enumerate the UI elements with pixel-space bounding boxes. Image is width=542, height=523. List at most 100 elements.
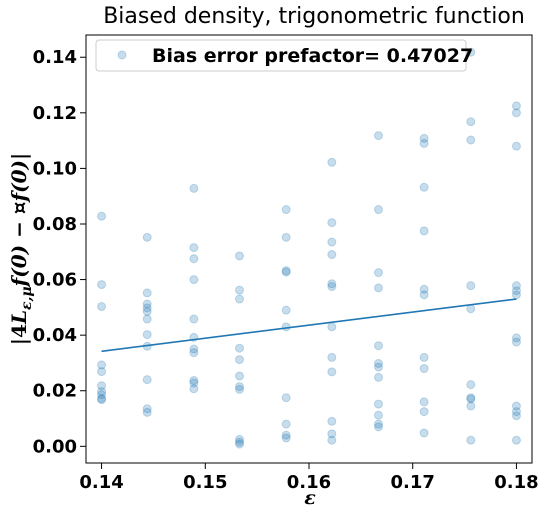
data-point — [327, 352, 337, 362]
data-point — [235, 343, 245, 353]
data-point — [511, 337, 521, 347]
data-point — [511, 401, 521, 411]
data-point — [466, 281, 476, 291]
data-point — [235, 371, 245, 381]
data-point — [511, 290, 521, 300]
data-point — [511, 141, 521, 151]
data-point — [97, 394, 107, 404]
data-point — [373, 372, 383, 382]
data-point — [419, 352, 429, 362]
data-point — [189, 384, 199, 394]
data-point — [281, 232, 291, 242]
plot-area-frame — [85, 34, 533, 464]
legend-box — [95, 39, 467, 72]
y-tick-label: 0.04 — [33, 325, 77, 346]
data-point — [466, 380, 476, 390]
data-point — [373, 283, 383, 293]
x-tick-label: 0.15 — [183, 472, 227, 493]
data-point — [97, 302, 107, 312]
data-point — [327, 367, 337, 377]
data-point — [235, 355, 245, 365]
data-point — [235, 439, 245, 449]
y-tick-label: 0.08 — [33, 214, 77, 235]
data-point — [373, 419, 383, 429]
data-point — [419, 407, 429, 417]
y-tick-label: 0.12 — [33, 103, 77, 124]
data-point — [327, 237, 337, 247]
fit-line-layer — [101, 298, 517, 353]
data-point — [97, 360, 107, 370]
data-point — [235, 382, 245, 392]
data-point — [511, 435, 521, 445]
data-point — [373, 422, 383, 432]
data-point — [235, 437, 245, 447]
data-point — [511, 411, 521, 421]
data-point — [466, 393, 476, 403]
data-point — [327, 218, 337, 228]
data-point — [327, 279, 337, 289]
data-point — [327, 282, 337, 292]
data-point — [419, 182, 429, 192]
x-tick-label: 0.18 — [494, 472, 538, 493]
y-axis-label: |4Lε,μf(0) − ¤f(0)| — [7, 153, 35, 345]
data-point — [511, 407, 521, 417]
data-point — [466, 117, 476, 127]
data-point — [281, 393, 291, 403]
data-point — [142, 314, 152, 324]
y-tick-label: 0.10 — [33, 158, 77, 179]
data-point — [419, 133, 429, 143]
data-point — [419, 364, 429, 374]
data-point — [142, 303, 152, 313]
data-point — [466, 394, 476, 404]
data-point — [511, 281, 521, 291]
data-point — [466, 47, 476, 57]
data-point — [419, 290, 429, 300]
y-tick-label: 0.14 — [33, 47, 77, 68]
data-point — [466, 401, 476, 411]
data-point — [419, 428, 429, 438]
data-point — [373, 205, 383, 215]
data-point — [281, 433, 291, 443]
data-point — [373, 268, 383, 278]
data-point — [511, 101, 521, 111]
data-point — [189, 344, 199, 354]
y-tick-label: 0.02 — [33, 381, 77, 402]
data-point — [466, 435, 476, 445]
data-point — [281, 266, 291, 276]
data-point — [235, 434, 245, 444]
data-point — [142, 375, 152, 385]
data-point — [97, 395, 107, 405]
data-point — [97, 367, 107, 377]
data-point — [97, 211, 107, 221]
chart-title: Biased density, trigonometric function — [103, 4, 525, 29]
data-point — [189, 348, 199, 358]
data-point — [142, 330, 152, 340]
data-point — [327, 322, 337, 332]
data-point — [189, 314, 199, 324]
y-tick-label: 0.00 — [33, 436, 77, 457]
data-point — [189, 183, 199, 193]
y-tick-label: 0.06 — [33, 270, 77, 291]
data-point — [281, 305, 291, 315]
data-point — [511, 286, 521, 296]
data-point — [373, 399, 383, 409]
x-tick-label: 0.14 — [79, 472, 123, 493]
data-point — [511, 108, 521, 118]
data-point — [235, 285, 245, 295]
data-point — [142, 299, 152, 309]
data-point — [281, 267, 291, 277]
data-point — [235, 384, 245, 394]
data-point — [327, 250, 337, 260]
data-point — [189, 378, 199, 388]
data-point — [373, 359, 383, 369]
data-point — [235, 251, 245, 261]
data-point — [281, 430, 291, 440]
fit-line — [101, 298, 517, 353]
data-point — [373, 362, 383, 372]
data-point — [327, 157, 337, 167]
data-point — [327, 416, 337, 426]
data-point — [142, 288, 152, 298]
data-point — [373, 341, 383, 351]
data-point — [419, 138, 429, 148]
